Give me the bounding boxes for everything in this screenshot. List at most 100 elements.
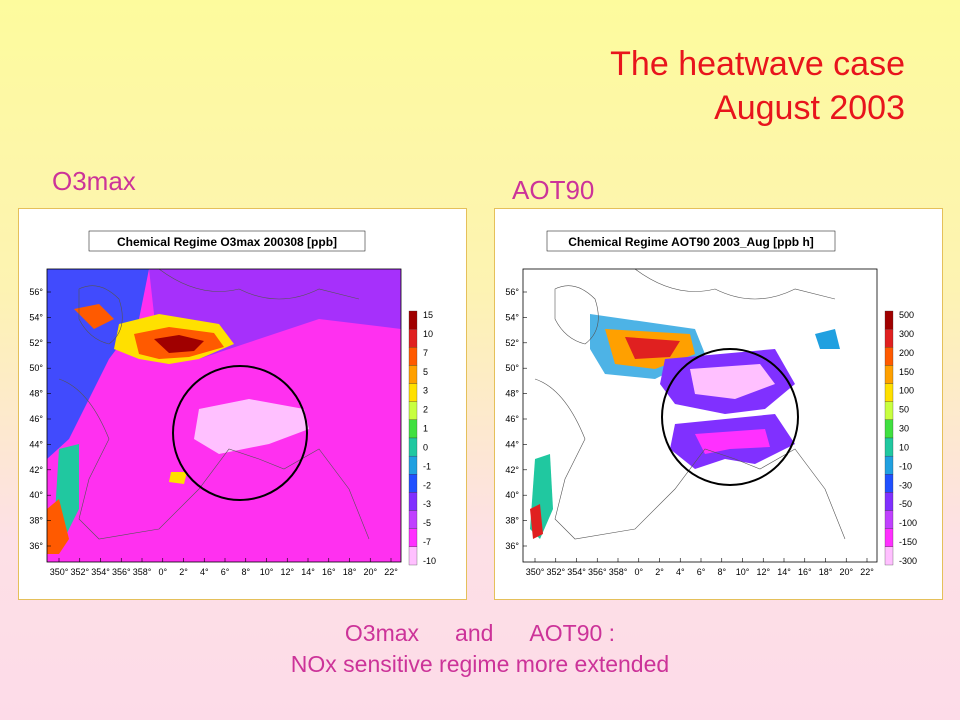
colorbar-label: 3 bbox=[423, 386, 428, 396]
longitude-label: 358° bbox=[609, 567, 628, 577]
colorbar-label: -300 bbox=[899, 556, 917, 566]
colorbar-label: -30 bbox=[899, 480, 912, 490]
title-line-1: The heatwave case bbox=[610, 45, 905, 83]
longitude-label: 0° bbox=[158, 567, 167, 577]
longitude-label: 354° bbox=[567, 567, 586, 577]
longitude-label: 358° bbox=[133, 567, 152, 577]
longitude-label: 6° bbox=[697, 567, 706, 577]
latitude-label: 46° bbox=[505, 414, 519, 424]
longitude-label: 356° bbox=[112, 567, 131, 577]
colorbar-swatch bbox=[408, 383, 418, 402]
colorbar: 500 300 200 150 100 50 30 10 -10 -30 -50 -100 -150 -3… bbox=[884, 310, 917, 566]
coastlines bbox=[534, 268, 846, 540]
map-background bbox=[523, 269, 877, 562]
map-frame bbox=[46, 268, 402, 563]
latitude-label: 52° bbox=[29, 338, 43, 348]
map-field bbox=[47, 269, 401, 562]
latitude-label: 40° bbox=[29, 490, 43, 500]
longitude-label: 16° bbox=[322, 567, 336, 577]
longitude-axis: 350° 352° 354° 356° 358° 0° 2° 4° 6° 8° 10° 12° 14° 1… bbox=[50, 558, 398, 577]
colorbar-swatch bbox=[408, 455, 418, 475]
caption-line-1: O3max and AOT90 : bbox=[0, 618, 960, 649]
o3max-map: Chemical Regime O3max 200308 [ppb] 56°54… bbox=[29, 230, 436, 577]
longitude-label: 12° bbox=[280, 567, 294, 577]
caption-word-3: AOT90 : bbox=[529, 620, 616, 646]
latitude-label: 52° bbox=[505, 338, 519, 348]
atlantic-region bbox=[47, 269, 149, 459]
latitude-label: 42° bbox=[505, 465, 519, 475]
colorbar-label: 10 bbox=[899, 442, 909, 452]
longitude-label: 356° bbox=[588, 567, 607, 577]
colorbar-label: 1 bbox=[423, 424, 428, 434]
colorbar-swatch bbox=[884, 492, 894, 511]
gibraltar-high bbox=[530, 504, 543, 539]
caption-word-2: and bbox=[455, 620, 494, 646]
colorbar-swatch bbox=[884, 528, 894, 548]
latitude-label: 40° bbox=[505, 490, 519, 500]
colorbar-label: -50 bbox=[899, 499, 912, 509]
colorbar-swatch bbox=[408, 347, 418, 366]
colorbar-label: -150 bbox=[899, 537, 917, 547]
colorbar-label: -100 bbox=[899, 518, 917, 528]
longitude-label: 14° bbox=[301, 567, 315, 577]
east-spot bbox=[815, 329, 840, 349]
colorbar-swatch bbox=[408, 510, 418, 529]
coastlines bbox=[58, 268, 370, 540]
latitude-label: 50° bbox=[505, 363, 519, 373]
benelux-high bbox=[625, 337, 680, 359]
colorbar-swatch bbox=[884, 474, 894, 493]
coastline-north bbox=[158, 268, 360, 300]
latitude-label: 38° bbox=[505, 516, 519, 526]
benelux-core bbox=[154, 335, 204, 353]
colorbar-label: 15 bbox=[423, 310, 433, 320]
o3max-map-panel: Chemical Regime O3max 200308 [ppb] 56° 54… bbox=[18, 208, 467, 600]
coastline-uk bbox=[78, 285, 123, 345]
colorbar-label: 200 bbox=[899, 348, 914, 358]
longitude-label: 2° bbox=[179, 567, 188, 577]
colorbar-label: 7 bbox=[423, 348, 428, 358]
colorbar-swatch bbox=[408, 419, 418, 439]
latitude-axis: 56° 54° 52° 50° 48° 46° 44° 42° 40° 38° 36° bbox=[505, 287, 527, 551]
latitude-label: 54° bbox=[505, 312, 519, 322]
colorbar-swatch bbox=[884, 546, 894, 566]
longitude-label: 352° bbox=[546, 567, 565, 577]
longitude-label: 352° bbox=[70, 567, 89, 577]
latitude-axis: 56° 54° 52° 50° 48° 46° 44° 42° 40° 38° 36° bbox=[29, 287, 51, 551]
longitude-label: 14° bbox=[777, 567, 791, 577]
longitude-label: 354° bbox=[91, 567, 110, 577]
latitude-label: 54° bbox=[29, 312, 43, 322]
longitude-label: 12° bbox=[756, 567, 770, 577]
colorbar-swatch bbox=[884, 347, 894, 366]
colorbar-swatch bbox=[408, 437, 418, 457]
colorbar-label: 50 bbox=[899, 405, 909, 415]
latitude-label: 44° bbox=[29, 439, 43, 449]
colorbar-swatch bbox=[408, 528, 418, 548]
colorbar-swatch bbox=[884, 437, 894, 457]
map-title: Chemical Regime AOT90 2003_Aug [ppb h] bbox=[568, 235, 814, 249]
longitude-label: 20° bbox=[363, 567, 377, 577]
colorbar-label: 500 bbox=[899, 310, 914, 320]
longitude-label: 350° bbox=[526, 567, 545, 577]
colorbar-swatch bbox=[884, 510, 894, 529]
colorbar-swatch bbox=[884, 365, 894, 384]
map-title-box bbox=[546, 230, 836, 252]
spain-spot bbox=[169, 472, 187, 484]
aot90-map: Chemical Regime AOT90 2003_Aug [ppb h] 5… bbox=[505, 230, 917, 577]
colorbar-label: 10 bbox=[423, 329, 433, 339]
longitude-label: 4° bbox=[676, 567, 685, 577]
colorbar-swatch bbox=[408, 546, 418, 566]
coastline-south bbox=[58, 378, 370, 540]
latitude-label: 50° bbox=[29, 363, 43, 373]
latitude-label: 48° bbox=[29, 389, 43, 399]
colorbar-label: 150 bbox=[899, 367, 914, 377]
colorbar-swatch bbox=[884, 310, 894, 330]
colorbar-swatch bbox=[408, 492, 418, 511]
map-frame bbox=[522, 268, 878, 563]
latitude-label: 44° bbox=[505, 439, 519, 449]
colorbar-label: 30 bbox=[899, 424, 909, 434]
colorbar-swatch bbox=[884, 455, 894, 475]
map-field bbox=[523, 269, 877, 562]
longitude-label: 2° bbox=[655, 567, 664, 577]
colorbar-swatch bbox=[884, 401, 894, 421]
